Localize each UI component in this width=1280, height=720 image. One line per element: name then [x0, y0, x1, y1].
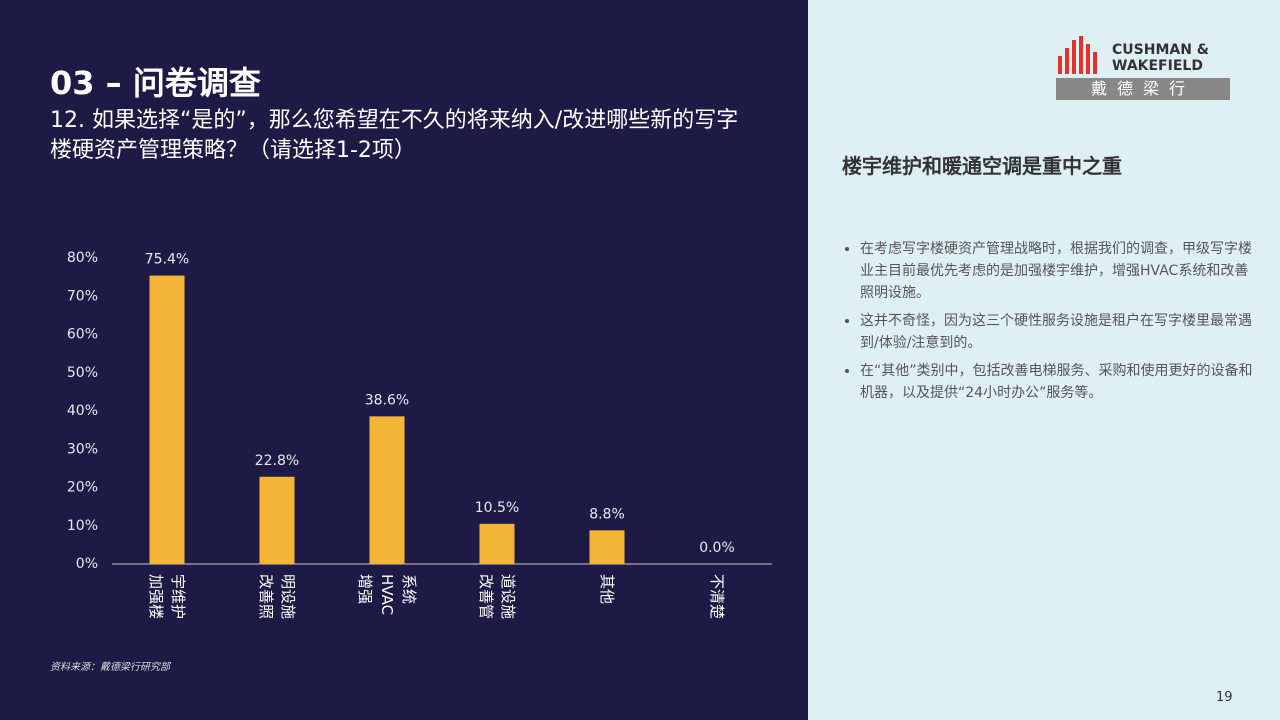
bar	[369, 416, 405, 564]
x-tick-label: 增强HVAC系统	[356, 574, 418, 616]
x-tick-label: 改善管道设施	[477, 574, 517, 620]
value-label: 38.6%	[365, 392, 409, 408]
value-label: 75.4%	[145, 252, 189, 268]
bullet: 这并不奇怪，因为这三个硬性服务设施是租户在写字楼里最常遇到/体验/注意到的。	[860, 310, 1260, 354]
y-tick-label: 20%	[67, 480, 98, 496]
bullet: 在考虑写字楼硬资产管理战略时，根据我们的调查，甲级写字楼业主目前最优先考虑的是加…	[860, 238, 1260, 304]
sidebar-heading: 楼宇维护和暖通空调是重中之重	[842, 154, 1122, 178]
right-panel	[808, 0, 1280, 720]
value-label: 22.8%	[255, 453, 299, 469]
x-tick-label: 不清楚	[708, 574, 726, 620]
chart: 0% 10% 20% 30% 40% 50% 60% 70% 80% 75.4% 22.8% 38.6…	[67, 250, 772, 572]
bar	[149, 275, 185, 564]
x-tick-label: 加强楼宇维护	[147, 574, 187, 620]
value-label: 0.0%	[699, 540, 735, 556]
value-label: 10.5%	[475, 500, 519, 516]
source: 资料来源：戴德梁行研究部	[50, 662, 170, 673]
left-panel	[0, 0, 808, 720]
bullet: 在“其他”类别中，包括改善电梯服务、采购和使用更好的设备和机器，以及提供“24小…	[860, 360, 1260, 404]
y-tick-label: 30%	[67, 441, 98, 457]
bullet-list: 在考虑写字楼硬资产管理战略时，根据我们的调查，甲级写字楼业主目前最优先考虑的是加…	[842, 238, 1260, 410]
page-number: 19	[1216, 690, 1233, 705]
bar	[479, 523, 515, 564]
y-tick-label: 40%	[67, 403, 98, 419]
logo-text: CUSHMAN & WAKEFIELD	[1112, 42, 1209, 74]
x-tick-label: 改善照明设施	[257, 574, 297, 620]
y-tick-label: 0%	[76, 556, 98, 572]
logo-cn: 戴德梁行	[1056, 78, 1230, 100]
bar	[589, 530, 625, 564]
logo-icon	[1058, 36, 1097, 74]
y-tick-label: 10%	[67, 518, 98, 534]
logo-line: CUSHMAN &	[1112, 42, 1210, 58]
y-tick-label: 50%	[67, 365, 98, 381]
y-tick-label: 80%	[67, 250, 98, 266]
x-tick-label: 其他	[598, 574, 616, 605]
section-title: 03 – 问卷调查	[50, 64, 261, 102]
bar	[259, 476, 295, 564]
y-tick-label: 60%	[67, 327, 98, 343]
value-label: 8.8%	[589, 506, 625, 522]
logo-line: WAKEFIELD	[1112, 58, 1203, 74]
y-tick-label: 70%	[67, 288, 98, 304]
question: 12. 如果选择“是的”，那么您希望在不久的将来纳入/改进哪些新的写字楼硬资产管…	[50, 108, 739, 163]
